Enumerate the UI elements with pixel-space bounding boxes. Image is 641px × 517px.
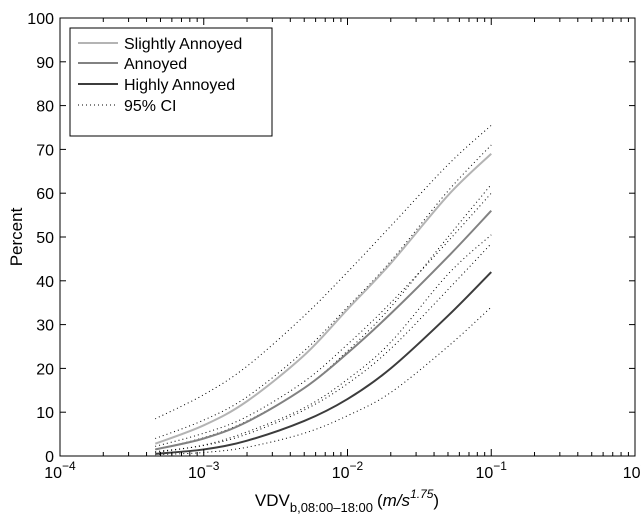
x-tick-label: 10−3 <box>188 459 220 482</box>
y-tick-label: 100 <box>27 11 54 28</box>
x-axis-label-unit-close: ) <box>433 491 439 510</box>
ci-band-line-3 <box>155 234 492 453</box>
x-axis-label-unit-exponent: 1.75 <box>410 487 434 501</box>
x-tick-label-base: 10 <box>188 465 206 482</box>
ci-band-line-6 <box>155 243 492 453</box>
x-tick-label-base: 10 <box>476 465 494 482</box>
x-tick-label-exponent: −4 <box>62 459 76 473</box>
legend-label-highly-annoyed: Highly Annoyed <box>124 77 235 94</box>
series-line-slightly-annoyed <box>154 153 492 445</box>
plot-lines <box>154 124 492 456</box>
x-axis-label: VDVb,08:00–18:00 (m/s1.75) <box>255 487 439 515</box>
legend: Slightly Annoyed Annoyed Highly Annoyed … <box>69 27 273 137</box>
legend-label-slightly-annoyed: Slightly Annoyed <box>124 36 242 53</box>
x-axis-label-unit: m/s <box>383 491 411 510</box>
ci-band-line-1 <box>155 184 492 450</box>
x-axis-label-main: VDV <box>255 491 291 510</box>
x-tick-label-exponent: −2 <box>350 459 364 473</box>
series-line-annoyed <box>155 210 492 451</box>
x-axis-label-unit-open: ( <box>377 491 383 510</box>
x-axis-label-subscript: b,08:00–18:00 <box>290 500 373 515</box>
ci-band-line-4 <box>155 192 492 447</box>
y-tick-label: 90 <box>36 55 54 72</box>
legend-label-ci: 95% CI <box>124 98 176 115</box>
x-tick-label-exponent: −1 <box>493 459 507 473</box>
y-tick-label: 20 <box>36 361 54 378</box>
series-line-highly-annoyed <box>155 271 492 455</box>
y-tick-label: 30 <box>36 318 54 335</box>
x-tick-label-base: 10 <box>44 465 62 482</box>
x-tick-label: 10−2 <box>332 459 364 482</box>
ci-band-line-2 <box>155 144 492 439</box>
x-tick-label: 10−1 <box>476 459 508 482</box>
y-tick-label: 40 <box>36 274 54 291</box>
y-axis-label: Percent <box>7 207 26 266</box>
y-tick-label: 80 <box>36 99 54 116</box>
ticks <box>59 17 636 457</box>
x-tick-label: 100 <box>623 459 641 482</box>
y-tick-label: 50 <box>36 230 54 247</box>
y-tick-label: 10 <box>36 405 54 422</box>
x-tick-label-base: 10 <box>623 465 641 482</box>
y-tick-label: 0 <box>45 449 54 466</box>
y-tick-label: 70 <box>36 142 54 159</box>
x-tick-label-base: 10 <box>332 465 350 482</box>
y-tick-label: 60 <box>36 186 54 203</box>
legend-box <box>69 27 273 137</box>
legend-label-annoyed: Annoyed <box>124 56 187 73</box>
x-tick-label: 10−4 <box>44 459 76 482</box>
x-tick-label-exponent: −3 <box>206 459 220 473</box>
